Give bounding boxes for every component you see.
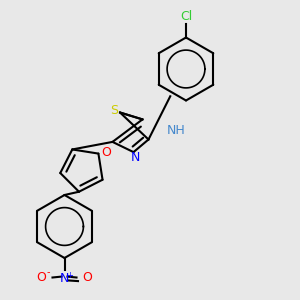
- Text: O: O: [101, 146, 111, 159]
- Text: +: +: [67, 272, 73, 280]
- Text: O: O: [37, 271, 46, 284]
- Text: S: S: [111, 104, 119, 118]
- Text: Cl: Cl: [180, 10, 192, 22]
- Text: NH: NH: [167, 124, 185, 137]
- Text: N: N: [60, 272, 69, 284]
- Text: -: -: [46, 267, 50, 277]
- Text: O: O: [82, 271, 92, 284]
- Text: N: N: [130, 151, 140, 164]
